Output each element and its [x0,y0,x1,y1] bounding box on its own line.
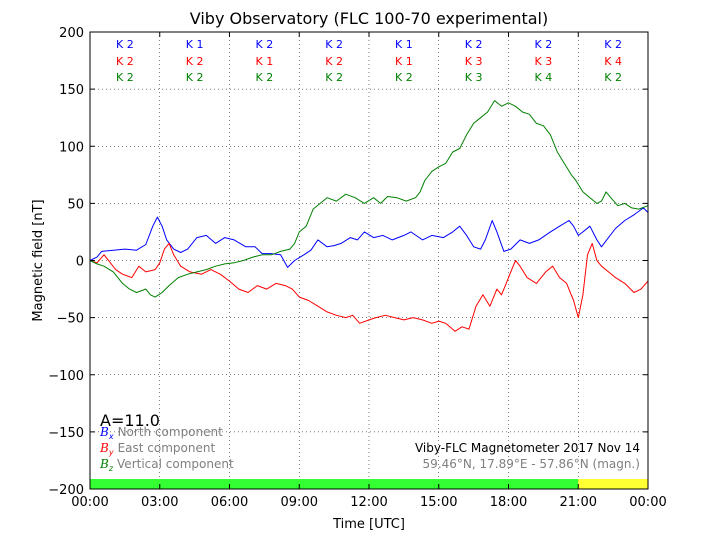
x-tick-label: 15:00 [420,495,457,510]
y-axis-title: Magnetic field [nT] [31,199,46,321]
axis-ticks: 00:00 03:00 06:00 09:00 12:00 15:00 18:00 21:00… [48,26,666,510]
x-tick-label: 09:00 [281,495,318,510]
k-index-y: K 3 [465,55,483,68]
location-info: 59.46°N, 17.89°E - 57.86°N (magn.) [423,457,640,471]
y-tick-label: 200 [59,26,84,41]
k-index-z: K 4 [535,71,553,84]
k-index-table: K 2 K 1 K 2 K 2 K 1 K 2 K 2 K 2 K 2 K 2 K 1 K 2 K 1 K… [116,38,622,84]
chart-title: Viby Observatory (FLC 100-70 experimenta… [190,9,549,28]
x-tick-label: 06:00 [211,495,248,510]
k-index-z: K 2 [325,71,343,84]
k-index-x: K 2 [535,38,553,51]
series-line-vertical-component [89,100,649,298]
k-index-y: K 1 [256,55,274,68]
k-index-z: K 3 [465,71,483,84]
y-tick-label: 100 [59,140,84,155]
k-index-x: K 1 [186,38,204,51]
k-index-z: K 2 [256,71,274,84]
legend-item: Bz Vertical component [99,457,234,473]
k-index-z: K 2 [116,71,134,84]
series-line-north-component [89,207,649,268]
legend-item: By East component [99,441,215,457]
k-index-z: K 2 [395,71,413,84]
y-tick-label: 50 [67,197,84,212]
k-index-y: K 2 [186,55,204,68]
legend-item: Bx North component [99,425,223,441]
k-index-y: K 2 [116,55,134,68]
y-tick-label: −100 [48,369,84,384]
data-series [89,100,649,332]
x-tick-label: 00:00 [71,495,108,510]
k-index-y: K 1 [395,55,413,68]
k-index-x: K 2 [116,38,134,51]
k-index-y: K 3 [535,55,553,68]
x-tick-label: 12:00 [350,495,387,510]
y-tick-label: −50 [57,312,84,327]
k-index-x: K 2 [256,38,274,51]
k-index-z: K 2 [604,71,622,84]
k-index-y: K 2 [325,55,343,68]
x-tick-label: 03:00 [141,495,178,510]
k-index-x: K 2 [604,38,622,51]
k-index-y: K 4 [604,55,622,68]
x-axis-title: Time [UTC] [332,517,405,532]
activity-segment [578,479,648,489]
x-tick-label: 18:00 [490,495,527,510]
y-tick-label: 0 [76,255,84,270]
y-tick-label: 150 [59,83,84,98]
x-tick-label: 00:00 [629,495,666,510]
x-tick-label: 21:00 [560,495,597,510]
k-index-z: K 2 [186,71,204,84]
k-index-x: K 1 [395,38,413,51]
activity-segment [90,479,579,489]
series-line-east-component [89,242,649,332]
y-tick-label: −150 [48,426,84,441]
activity-bar [90,479,648,489]
k-index-x: K 2 [325,38,343,51]
a-index-label: A=11.0 [100,411,160,430]
k-index-x: K 2 [465,38,483,51]
y-tick-label: −200 [48,483,84,498]
instrument-info: Viby-FLC Magnetometer 2017 Nov 14 [415,441,640,455]
